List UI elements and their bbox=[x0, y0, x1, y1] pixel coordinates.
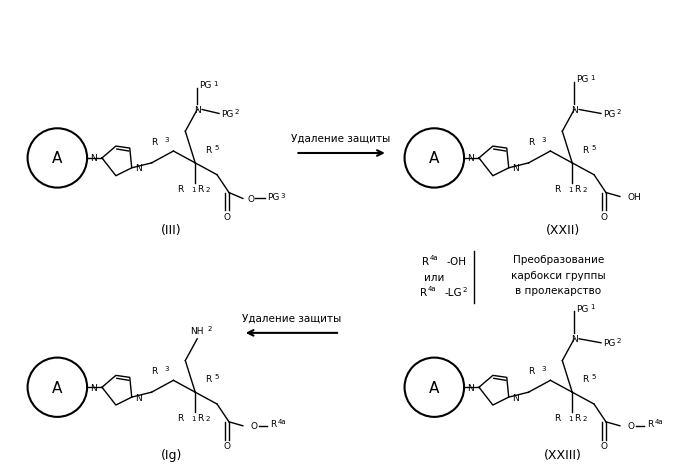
Text: R: R bbox=[574, 414, 580, 423]
Text: N: N bbox=[468, 383, 474, 392]
Text: PG: PG bbox=[603, 338, 615, 347]
Text: Преобразование: Преобразование bbox=[512, 254, 604, 264]
Text: N: N bbox=[134, 393, 141, 402]
Text: R: R bbox=[528, 138, 535, 146]
Text: N: N bbox=[194, 106, 201, 115]
Text: O: O bbox=[601, 212, 608, 221]
Text: 5: 5 bbox=[591, 145, 596, 151]
Text: PG: PG bbox=[576, 304, 589, 313]
Text: 4a: 4a bbox=[428, 286, 436, 292]
Text: N: N bbox=[134, 164, 141, 173]
Text: R: R bbox=[197, 414, 204, 423]
Text: R: R bbox=[151, 366, 158, 375]
Text: R: R bbox=[205, 145, 211, 154]
Text: (Ig): (Ig) bbox=[161, 448, 182, 461]
Text: 1: 1 bbox=[590, 75, 594, 81]
Text: R: R bbox=[647, 419, 653, 428]
Text: N: N bbox=[512, 164, 519, 173]
Text: NH: NH bbox=[190, 327, 204, 336]
Text: 3: 3 bbox=[281, 192, 285, 198]
Text: 2: 2 bbox=[462, 287, 466, 293]
Text: 5: 5 bbox=[214, 145, 218, 151]
Text: O: O bbox=[251, 421, 258, 430]
Text: 1: 1 bbox=[568, 186, 573, 192]
Text: 2: 2 bbox=[205, 186, 209, 192]
Text: N: N bbox=[570, 335, 578, 344]
Text: R: R bbox=[205, 374, 211, 383]
Text: 2: 2 bbox=[617, 337, 621, 343]
Text: в пролекарство: в пролекарство bbox=[515, 286, 601, 296]
Text: R: R bbox=[177, 414, 183, 423]
Text: 4a: 4a bbox=[654, 418, 663, 424]
Text: O: O bbox=[223, 212, 230, 221]
Text: R: R bbox=[270, 419, 276, 428]
Text: -LG: -LG bbox=[444, 288, 462, 298]
Text: R: R bbox=[422, 256, 429, 266]
Text: PG: PG bbox=[267, 193, 279, 201]
Text: A: A bbox=[429, 151, 440, 166]
Text: PG: PG bbox=[221, 110, 233, 119]
Text: 1: 1 bbox=[191, 186, 196, 192]
Text: A: A bbox=[52, 380, 62, 395]
Text: A: A bbox=[52, 151, 62, 166]
Text: 2: 2 bbox=[205, 415, 209, 421]
Text: 2: 2 bbox=[207, 325, 211, 331]
Text: 2: 2 bbox=[235, 109, 239, 114]
Text: (XXIII): (XXIII) bbox=[545, 448, 582, 461]
Text: N: N bbox=[512, 393, 519, 402]
Text: R: R bbox=[528, 366, 535, 375]
Text: N: N bbox=[570, 106, 578, 115]
Text: N: N bbox=[90, 154, 97, 163]
Text: O: O bbox=[248, 195, 255, 204]
Text: R: R bbox=[554, 414, 560, 423]
Text: 3: 3 bbox=[542, 137, 546, 143]
Text: PG: PG bbox=[576, 75, 589, 84]
Text: N: N bbox=[90, 383, 97, 392]
Text: 5: 5 bbox=[591, 374, 596, 379]
Text: 1: 1 bbox=[590, 304, 594, 309]
Text: 3: 3 bbox=[164, 366, 169, 372]
Text: R: R bbox=[582, 374, 589, 383]
Text: PG: PG bbox=[603, 110, 615, 119]
Text: или: или bbox=[424, 272, 444, 282]
Text: 1: 1 bbox=[213, 81, 218, 87]
Text: (XXII): (XXII) bbox=[546, 223, 580, 236]
Text: PG: PG bbox=[199, 81, 211, 90]
Text: 4a: 4a bbox=[429, 254, 438, 260]
Text: 2: 2 bbox=[582, 415, 587, 421]
Text: -OH: -OH bbox=[446, 256, 466, 266]
Text: R: R bbox=[177, 185, 183, 194]
Text: R: R bbox=[554, 185, 560, 194]
Text: A: A bbox=[429, 380, 440, 395]
Text: Удаление защиты: Удаление защиты bbox=[241, 312, 341, 322]
Text: Удаление защиты: Удаление защиты bbox=[291, 133, 391, 143]
Text: 1: 1 bbox=[191, 415, 196, 421]
Text: R: R bbox=[420, 288, 428, 298]
Text: 4a: 4a bbox=[278, 418, 286, 424]
Text: 3: 3 bbox=[164, 137, 169, 143]
Text: карбокси группы: карбокси группы bbox=[511, 270, 606, 280]
Text: O: O bbox=[628, 421, 635, 430]
Text: O: O bbox=[223, 441, 230, 450]
Text: 5: 5 bbox=[214, 374, 218, 379]
Text: N: N bbox=[468, 154, 474, 163]
Text: R: R bbox=[582, 145, 589, 154]
Text: 1: 1 bbox=[568, 415, 573, 421]
Text: 2: 2 bbox=[617, 109, 621, 114]
Text: R: R bbox=[197, 185, 204, 194]
Text: R: R bbox=[151, 138, 158, 146]
Text: 3: 3 bbox=[542, 366, 546, 372]
Text: 2: 2 bbox=[582, 186, 587, 192]
Text: R: R bbox=[574, 185, 580, 194]
Text: O: O bbox=[601, 441, 608, 450]
Text: (III): (III) bbox=[161, 223, 182, 236]
Text: OH: OH bbox=[628, 193, 641, 201]
